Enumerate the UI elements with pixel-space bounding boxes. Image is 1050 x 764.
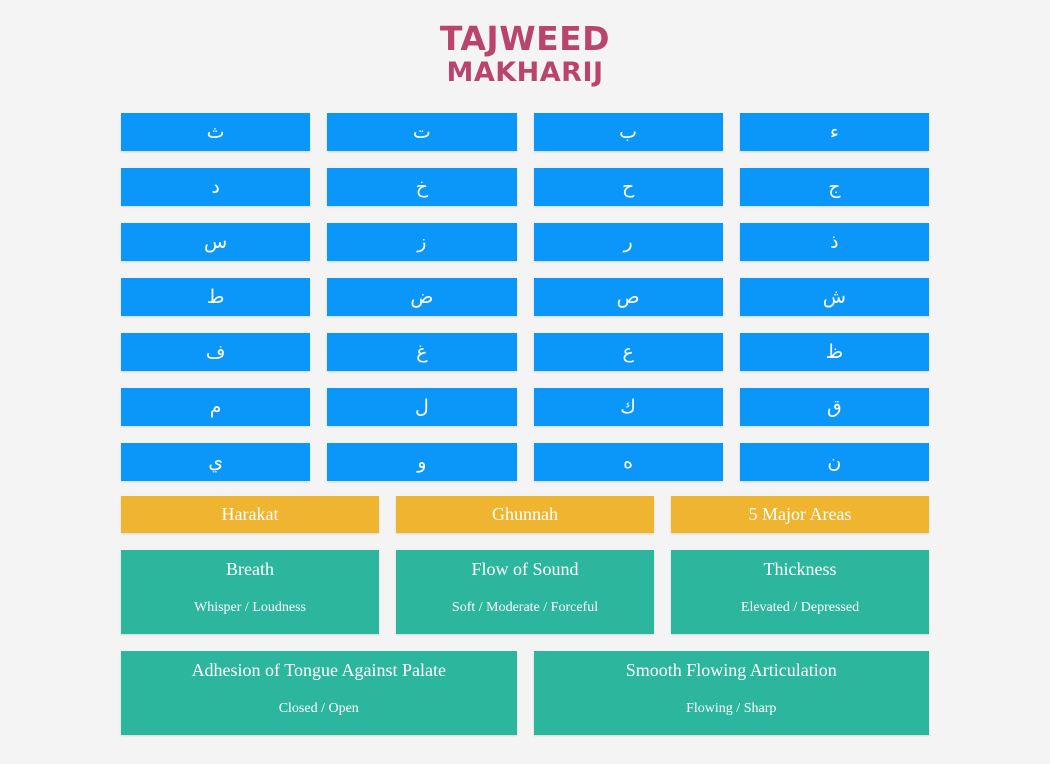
letter-row: ف غ ع ظ [121, 333, 929, 371]
harakat-button[interactable]: Harakat [121, 496, 379, 533]
letter-tile[interactable]: ط [121, 278, 311, 316]
letter-tile[interactable]: ش [739, 278, 929, 316]
letter-tile[interactable]: ك [533, 388, 723, 426]
letter-tile[interactable]: غ [327, 333, 517, 371]
letter-tile[interactable]: س [121, 223, 311, 261]
letter-tile[interactable]: ظ [739, 333, 929, 371]
letter-row: ط ض ص ش [121, 278, 929, 316]
major-areas-button[interactable]: 5 Major Areas [671, 496, 929, 533]
letter-tile[interactable]: ز [327, 223, 517, 261]
letter-tile[interactable]: م [121, 388, 311, 426]
page-subtitle: MAKHARIJ [446, 57, 604, 88]
card-title: Flow of Sound [471, 559, 579, 579]
letter-tile[interactable]: ج [739, 168, 929, 206]
letter-tile[interactable]: ق [739, 388, 929, 426]
card-title: Thickness [763, 559, 837, 579]
adhesion-card[interactable]: Adhesion of Tongue Against Palate Closed… [121, 651, 517, 735]
letter-tile[interactable]: ن [739, 443, 929, 481]
card-title: Smooth Flowing Articulation [625, 660, 837, 680]
ghunnah-button[interactable]: Ghunnah [396, 496, 654, 533]
letter-tile[interactable]: ء [739, 113, 929, 151]
flow-of-sound-card[interactable]: Flow of Sound Soft / Moderate / Forceful [396, 550, 654, 634]
letter-row: م ل ك ق [121, 388, 929, 426]
category-row: Harakat Ghunnah 5 Major Areas [121, 496, 929, 533]
smooth-flowing-card[interactable]: Smooth Flowing Articulation Flowing / Sh… [533, 651, 929, 735]
letter-row: ي و ه ن [121, 443, 929, 481]
letter-tile[interactable]: ض [327, 278, 517, 316]
card-subtitle: Closed / Open [278, 701, 359, 716]
letter-tile[interactable]: د [121, 168, 311, 206]
card-title: Breath [226, 559, 274, 579]
thickness-card[interactable]: Thickness Elevated / Depressed [671, 550, 929, 634]
letter-tile[interactable]: ل [327, 388, 517, 426]
card-subtitle: Whisper / Loudness [194, 600, 306, 615]
letter-row: د خ ح ج [121, 168, 929, 206]
letter-tile[interactable]: ه [533, 443, 723, 481]
letter-tile[interactable]: ب [533, 113, 723, 151]
letter-tile[interactable]: ف [121, 333, 311, 371]
card-subtitle: Elevated / Depressed [740, 600, 860, 615]
letter-tile[interactable]: ي [121, 443, 311, 481]
letter-tile[interactable]: ص [533, 278, 723, 316]
letter-tile[interactable]: ر [533, 223, 723, 261]
letter-tile[interactable]: ت [327, 113, 517, 151]
letter-tile[interactable]: خ [327, 168, 517, 206]
card-title: Adhesion of Tongue Against Palate [191, 660, 446, 680]
letter-tile[interactable]: ع [533, 333, 723, 371]
letter-tile[interactable]: ث [121, 113, 311, 151]
attribute-row-2: Adhesion of Tongue Against Palate Closed… [121, 651, 929, 735]
letter-tile[interactable]: ذ [739, 223, 929, 261]
letter-tile[interactable]: و [327, 443, 517, 481]
letter-row: س ز ر ذ [121, 223, 929, 261]
card-subtitle: Soft / Moderate / Forceful [451, 600, 599, 615]
card-subtitle: Flowing / Sharp [686, 701, 777, 716]
attribute-row-1: Breath Whisper / Loudness Flow of Sound … [121, 550, 929, 634]
letter-tile[interactable]: ح [533, 168, 723, 206]
letter-row: ث ت ب ء [121, 113, 929, 151]
page-title: TAJWEED [439, 19, 611, 58]
letter-grid: ث ت ب ء د خ ح ج س ز ر ذ ط ض ص ش ف غ ع ظ … [121, 113, 929, 498]
breath-card[interactable]: Breath Whisper / Loudness [121, 550, 379, 634]
